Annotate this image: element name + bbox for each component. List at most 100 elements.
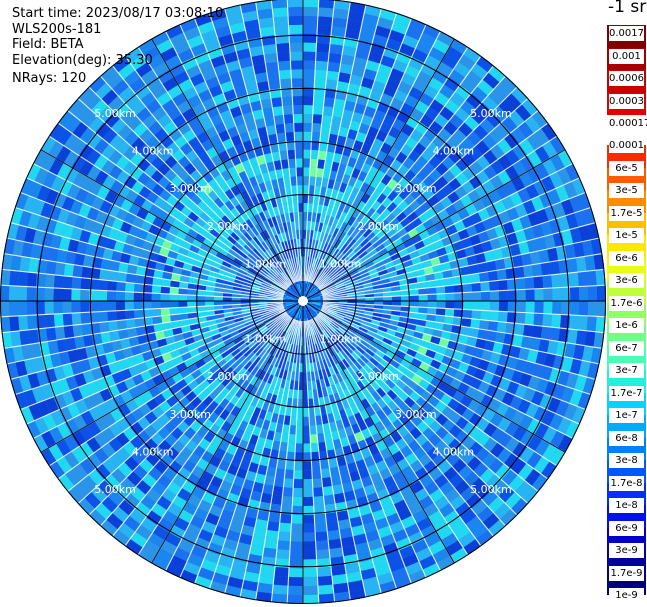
range-gate-bin xyxy=(471,282,481,293)
range-gate-bin xyxy=(359,237,370,248)
ray-separator xyxy=(317,313,529,505)
range-gate-bin xyxy=(246,363,256,374)
range-gate-bin xyxy=(56,456,73,474)
range-gate-bin xyxy=(205,232,217,243)
range-gate-bin xyxy=(213,121,227,135)
range-gate-bin xyxy=(561,356,574,373)
range-gate-bin xyxy=(504,93,522,111)
range-gate-bin xyxy=(544,205,558,222)
range-gate-bin xyxy=(288,433,297,444)
range-gate-bin xyxy=(350,351,360,361)
range-gate-bin xyxy=(309,158,318,169)
ray-separator xyxy=(307,320,382,594)
range-gate-bin xyxy=(473,221,487,234)
range-gate-bin xyxy=(187,94,202,109)
range-gate-bin xyxy=(172,114,187,128)
ray-separator xyxy=(1,268,284,300)
range-gate-bin xyxy=(204,295,215,301)
range-gate-bin xyxy=(386,178,399,191)
range-gate-bin xyxy=(476,506,494,523)
range-gate-bin xyxy=(436,525,454,541)
range-gate-bin xyxy=(344,356,354,366)
range-gate-bin xyxy=(115,380,129,395)
range-gate-bin xyxy=(334,263,343,272)
range-gate-bin xyxy=(214,563,232,577)
range-gate-bin xyxy=(81,266,92,279)
range-gate-bin xyxy=(169,524,186,540)
range-gate-bin xyxy=(253,378,263,389)
range-gate-bin xyxy=(509,345,521,359)
range-gate-bin xyxy=(213,404,225,417)
range-gate-bin xyxy=(392,395,404,407)
range-gate-bin xyxy=(462,283,473,293)
range-gate-bin xyxy=(183,561,201,576)
range-gate-bin xyxy=(139,248,151,260)
range-gate-bin xyxy=(355,247,366,257)
range-gate-bin xyxy=(292,496,303,506)
range-gate-bin xyxy=(160,286,171,295)
range-gate-bin xyxy=(336,241,345,251)
range-gate-bin xyxy=(71,276,82,290)
range-gate-bin xyxy=(276,253,283,263)
range-gate-bin xyxy=(358,30,375,43)
range-gate-bin xyxy=(384,212,396,224)
range-gate-bin xyxy=(400,102,415,116)
range-gate-bin xyxy=(212,368,224,379)
range-gate-bin xyxy=(318,593,335,604)
range-gate-bin xyxy=(303,176,310,186)
range-gate-bin xyxy=(61,195,76,212)
range-gate-bin xyxy=(205,512,220,526)
range-gate-bin xyxy=(270,311,280,318)
range-gate-bin xyxy=(480,301,491,311)
ray-separator xyxy=(193,17,297,283)
range-gate-bin xyxy=(88,116,105,133)
range-gate-bin xyxy=(471,499,488,516)
range-gate-bin xyxy=(142,46,161,62)
range-gate-bin xyxy=(359,224,369,235)
range-gate-bin xyxy=(185,199,198,212)
range-gate-bin xyxy=(319,241,326,252)
range-gate-bin xyxy=(259,231,268,242)
range-gate-bin xyxy=(235,192,246,204)
range-gate-bin xyxy=(87,232,100,246)
range-gate-bin xyxy=(460,486,476,502)
range-gate-bin xyxy=(407,228,419,239)
range-gate-bin xyxy=(280,272,288,281)
range-gate-bin xyxy=(326,521,340,532)
range-gate-bin xyxy=(325,79,338,90)
range-gate-bin xyxy=(142,292,152,301)
range-gate-bin xyxy=(357,329,367,337)
range-gate-bin xyxy=(112,194,126,208)
range-gate-bin xyxy=(444,285,455,294)
range-gate-bin xyxy=(193,507,209,521)
range-gate-bin xyxy=(372,353,383,363)
range-gate-bin xyxy=(232,475,246,488)
range-gate-bin xyxy=(400,289,410,296)
range-gate-bin xyxy=(399,374,412,386)
range-gate-bin xyxy=(395,51,412,65)
range-gate-bin xyxy=(368,326,378,334)
range-gate-bin xyxy=(291,78,303,88)
range-gate-bin xyxy=(236,94,250,107)
range-gate-bin xyxy=(325,151,335,162)
range-gate-bin xyxy=(288,15,303,26)
range-gate-bin xyxy=(139,128,154,144)
range-gate-bin xyxy=(507,289,517,301)
range-gate-bin xyxy=(543,301,553,315)
range-gate-bin xyxy=(250,287,260,292)
range-gate-bin xyxy=(322,329,330,339)
range-gate-bin xyxy=(235,275,245,282)
range-gate-bin xyxy=(567,257,578,274)
range-gate-bin xyxy=(318,341,325,351)
range-gate-bin xyxy=(487,89,505,106)
range-gate-bin xyxy=(581,239,594,257)
range-gate-bin xyxy=(48,140,64,159)
range-gate-bin xyxy=(252,261,262,270)
range-gate-bin xyxy=(260,492,273,504)
range-gate-bin xyxy=(299,229,303,239)
range-gate-bin xyxy=(290,532,303,542)
range-gate-bin xyxy=(285,298,295,301)
range-gate-bin xyxy=(213,296,223,301)
range-gate-bin xyxy=(334,382,343,393)
range-gate-bin xyxy=(296,407,303,417)
